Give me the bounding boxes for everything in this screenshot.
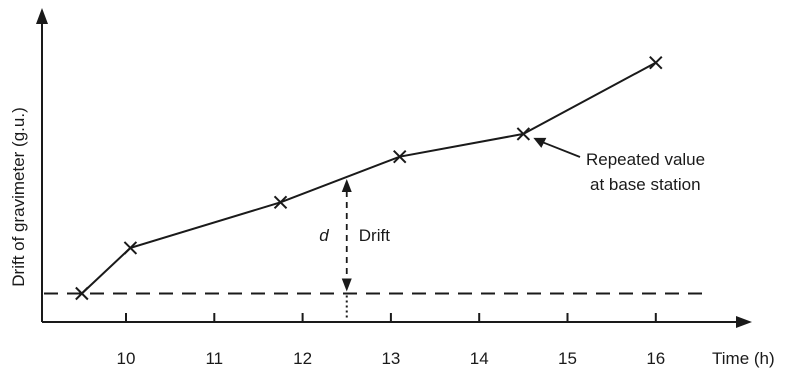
- x-axis-arrow: [736, 316, 752, 328]
- data-point-1: [123, 241, 138, 255]
- annotation-arrowhead: [533, 137, 547, 148]
- data-point-3: [393, 149, 407, 164]
- x-ticks: 10 11 12 13 14 15 16: [117, 313, 665, 368]
- y-axis-label: Drift of gravimeter (g.u.): [9, 107, 28, 287]
- x-axis-label: Time (h): [712, 349, 775, 368]
- data-point-5: [649, 55, 663, 70]
- annotation-text-line-1: at base station: [590, 175, 701, 194]
- annotation-group: Repeated value at base station: [533, 137, 705, 194]
- series-line: [81, 61, 657, 295]
- drift-arrow-up: [341, 178, 352, 192]
- x-tick-label-14: 14: [470, 349, 489, 368]
- series-group: [75, 55, 663, 301]
- data-point-2: [273, 195, 288, 210]
- x-tick-label-13: 13: [381, 349, 400, 368]
- x-tick-label-11: 11: [205, 349, 223, 368]
- data-point-0: [75, 286, 89, 301]
- x-tick-label-15: 15: [558, 349, 577, 368]
- y-axis-arrow: [36, 8, 48, 24]
- x-tick-label-16: 16: [646, 349, 665, 368]
- annotation-arrow-line: [539, 140, 581, 158]
- annotation-text-line-0: Repeated value: [586, 150, 705, 169]
- drift-symbol: d: [319, 226, 329, 245]
- x-tick-label-12: 12: [293, 349, 312, 368]
- drift-marker: d Drift: [319, 178, 390, 320]
- drift-arrow-down: [341, 278, 352, 292]
- data-point-4: [516, 127, 531, 141]
- drift-label: Drift: [359, 226, 390, 245]
- x-tick-label-10: 10: [117, 349, 136, 368]
